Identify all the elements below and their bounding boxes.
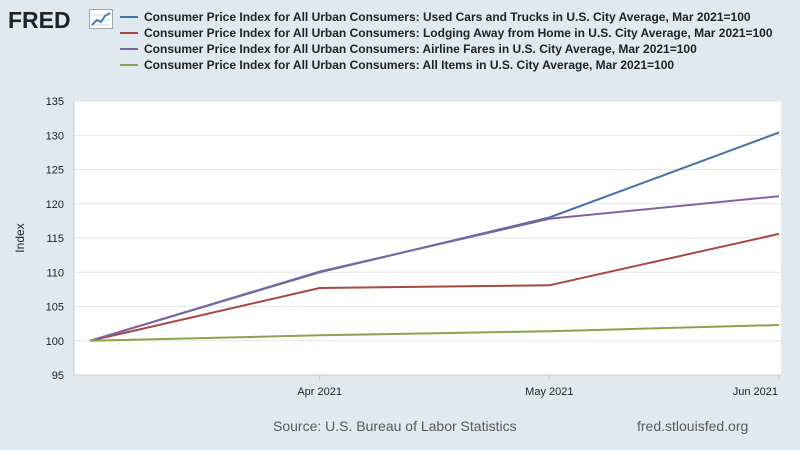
legend-label: Consumer Price Index for All Urban Consu…	[144, 58, 675, 72]
legend-item[interactable]: Consumer Price Index for All Urban Consu…	[120, 10, 780, 24]
legend-item[interactable]: Consumer Price Index for All Urban Consu…	[120, 42, 780, 56]
x-tick-label: May 2021	[525, 386, 573, 398]
legend-label: Consumer Price Index for All Urban Consu…	[144, 42, 697, 56]
legend-label: Consumer Price Index for All Urban Consu…	[144, 10, 751, 24]
line-chart: 95 100 105 110 115 120 125 130 135 Apr 2021 May 2…	[13, 96, 781, 398]
y-tick-label: 95	[52, 370, 64, 382]
legend-label: Consumer Price Index for All Urban Consu…	[144, 26, 773, 40]
series-line[interactable]	[89, 324, 780, 342]
legend-item[interactable]: Consumer Price Index for All Urban Consu…	[120, 58, 780, 72]
y-tick-label: 110	[46, 267, 64, 279]
site-link[interactable]: fred.stlouisfed.org	[637, 418, 749, 434]
legend-swatch	[120, 64, 138, 66]
chart-trend-icon	[89, 9, 113, 29]
legend-item[interactable]: Consumer Price Index for All Urban Consu…	[120, 26, 780, 40]
y-tick-label: 120	[46, 199, 64, 211]
y-axis-ticks: 95 100 105 110 115 120 125 130 135	[46, 96, 64, 382]
y-tick-label: 125	[46, 165, 64, 177]
grid-lines	[73, 100, 781, 376]
y-tick-label: 135	[46, 96, 64, 108]
y-tick-label: 130	[46, 130, 64, 142]
x-axis-ticks: Apr 2021 May 2021 Jun 2021	[297, 375, 780, 398]
y-axis-label: Index	[13, 223, 27, 252]
fred-logo-text: FRED	[8, 7, 71, 33]
legend-swatch	[120, 48, 138, 50]
series-line[interactable]	[89, 195, 780, 342]
source-note: Source: U.S. Bureau of Labor Statistics	[273, 418, 517, 434]
legend-swatch	[120, 16, 138, 18]
series-lines	[89, 131, 780, 342]
y-tick-label: 115	[46, 233, 64, 245]
y-tick-label: 105	[46, 302, 64, 314]
y-tick-label: 100	[46, 336, 64, 348]
x-tick-label: Jun 2021	[733, 386, 778, 398]
legend-swatch	[120, 32, 138, 34]
chart-legend: Consumer Price Index for All Urban Consu…	[120, 10, 780, 74]
series-line[interactable]	[89, 232, 780, 342]
x-tick-label: Apr 2021	[297, 386, 342, 398]
